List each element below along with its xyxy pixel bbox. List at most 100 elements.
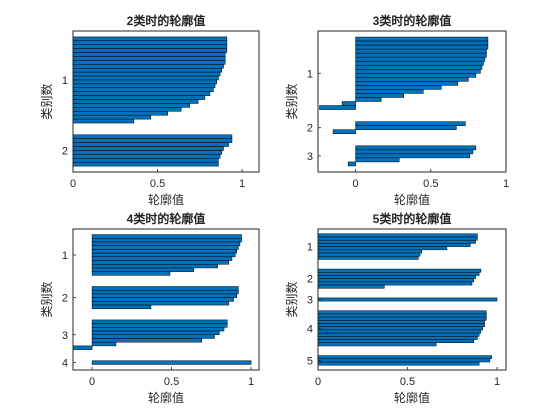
bar-2-c2-1: [356, 122, 466, 126]
bar-1-c1-7: [73, 60, 225, 64]
bar-2-c1-18: [320, 106, 356, 110]
bar-4-c1-4: [318, 243, 470, 246]
bar-2-c3-5: [348, 162, 356, 166]
bar-2-c2-3: [333, 130, 356, 134]
bar-2-c1-11: [356, 77, 469, 81]
x-axis-label-1: 轮廓值: [148, 192, 184, 207]
bar-4-c4-9: [318, 336, 477, 339]
bar-3-c1-7: [92, 257, 232, 261]
bar-3-c3-1: [92, 320, 227, 324]
bar-1-c2-6: [73, 154, 220, 158]
bar-1-c1-22: [73, 119, 134, 123]
ytick-label-4-1: 1: [307, 242, 313, 254]
bar-3-c1-11: [92, 272, 170, 276]
bar-1-c2-2: [73, 139, 232, 143]
bar-2-c1-5: [356, 53, 487, 57]
bar-1-c2-4: [73, 147, 223, 151]
bar-4-c1-8: [318, 256, 418, 259]
xtick-label-1-0-5: 0.5: [150, 178, 165, 190]
ytick-label-4-2: 2: [307, 274, 313, 286]
bar-1-c1-19: [73, 107, 181, 111]
xtick-label-2-0: 0: [353, 178, 359, 190]
bar-2-c3-3: [356, 154, 470, 158]
bar-4-c2-1: [318, 269, 481, 272]
bar-3-c2-6: [92, 305, 151, 309]
xtick-label-4-0: 0: [315, 376, 321, 388]
x-axis-label-2: 轮廓值: [394, 192, 430, 207]
y-axis-label-1: 类别数: [39, 83, 54, 119]
bar-1-c1-17: [73, 100, 198, 104]
bar-3-c2-1: [92, 287, 238, 291]
ytick-label-1-1: 1: [62, 75, 68, 87]
xtick-label-1-1: 1: [239, 178, 245, 190]
bar-2-c1-12: [356, 81, 458, 85]
bar-1-c1-16: [73, 96, 205, 100]
bar-1-c1-10: [73, 72, 220, 76]
bar-2-c1-2: [356, 41, 488, 45]
bar-4-c1-6: [318, 250, 422, 253]
bar-4-c4-6: [318, 327, 483, 330]
xtick-label-3-1: 1: [248, 376, 254, 388]
bar-3-c3-3: [92, 327, 224, 331]
ytick-label-3-3: 3: [62, 330, 68, 342]
bar-2-c1-10: [356, 73, 476, 77]
bar-4-c4-11: [318, 343, 436, 346]
bar-1-c1-5: [73, 53, 225, 57]
xtick-label-4-0-5: 0.5: [400, 376, 415, 388]
bar-3-c3-5: [92, 335, 214, 339]
bar-2-c1-16: [356, 97, 382, 101]
bar-4-c5-2: [318, 359, 490, 362]
bar-3-c1-6: [92, 253, 235, 257]
bar-3-c1-4: [92, 246, 238, 250]
bar-1-c2-7: [73, 158, 218, 162]
bar-3-c1-2: [92, 238, 241, 242]
bar-4-c3-1: [318, 298, 497, 301]
ytick-label-2-2: 2: [307, 123, 313, 135]
bar-2-c1-13: [356, 85, 442, 89]
bar-3-c1-3: [92, 242, 240, 246]
xtick-label-1-0: 0: [70, 178, 76, 190]
bar-4-c2-5: [318, 282, 472, 285]
bar-1-c1-4: [73, 49, 227, 53]
bar-1-c1-18: [73, 103, 190, 107]
bar-4-c4-10: [318, 340, 474, 343]
ytick-label-4-3: 3: [307, 295, 313, 307]
bar-1-c1-12: [73, 80, 217, 84]
xtick-label-3-0-5: 0.5: [164, 376, 179, 388]
bar-1-c1-20: [73, 111, 168, 115]
bar-2-c3-4: [356, 158, 400, 162]
ytick-label-2-3: 3: [307, 151, 313, 163]
bar-3-c1-10: [92, 268, 194, 272]
bar-4-c1-1: [318, 234, 477, 237]
bar-3-c1-1: [92, 235, 241, 239]
subplot-2: 1230 0.5 13类时的轮廓值轮廓值类别数: [284, 13, 509, 207]
bar-3-c1-5: [92, 249, 237, 253]
bar-1-c1-11: [73, 76, 218, 80]
xtick-label-3-0: 0: [89, 376, 95, 388]
bar-1-c2-8: [73, 162, 218, 166]
bar-4-c1-2: [318, 237, 477, 240]
bar-3-c3-8: [73, 346, 92, 350]
ytick-label-3-1: 1: [62, 250, 68, 262]
bar-1-c1-6: [73, 56, 225, 60]
ytick-label-2-1: 1: [307, 68, 313, 80]
xtick-label-2-1: 1: [503, 178, 509, 190]
subplot-title-3: 4类时的轮廓值: [127, 211, 206, 226]
bar-3-c2-4: [92, 298, 233, 302]
bar-2-c1-14: [356, 89, 424, 93]
bar-2-c1-6: [356, 57, 485, 61]
subplot-title-1: 2类时的轮廓值: [127, 13, 206, 28]
bar-3-c1-9: [92, 264, 218, 268]
bar-1-c1-3: [73, 45, 227, 49]
ytick-label-4-4: 4: [307, 323, 313, 335]
bar-1-c1-14: [73, 88, 213, 92]
bar-2-c1-9: [356, 69, 481, 73]
ytick-label-3-2: 2: [62, 293, 68, 305]
bar-1-c1-15: [73, 92, 210, 96]
bar-4-c4-4: [318, 320, 485, 323]
bar-3-c3-6: [92, 338, 202, 342]
bar-2-c1-8: [356, 65, 482, 69]
bar-1-c1-21: [73, 115, 151, 119]
